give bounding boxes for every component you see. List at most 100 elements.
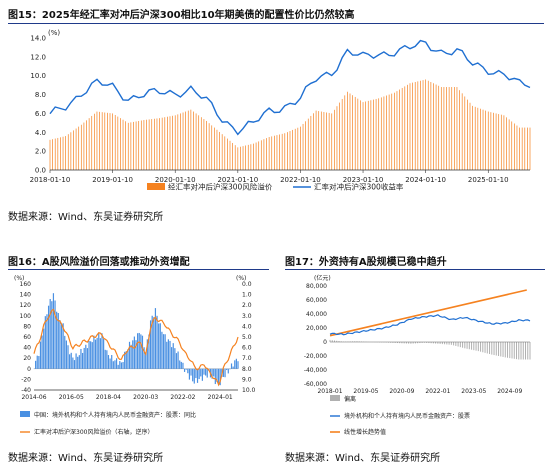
bar [72,357,74,369]
legend-label-line: 汇率对冲后沪深300收益率 [314,182,404,192]
x-tick-label: 2025-01-10 [468,176,509,184]
x-tick-label: 2019-05 [353,388,378,395]
bar [401,87,403,170]
bar [195,113,197,170]
bar [392,342,394,343]
bar [117,364,119,369]
bar [498,114,500,170]
bar [106,350,108,369]
bar [171,347,173,369]
bar [75,353,77,369]
bar [206,368,208,378]
bar [300,126,301,170]
bar [73,360,76,369]
bar [88,118,90,170]
bar [521,127,523,170]
bar [77,356,79,369]
bar [200,117,202,170]
bar [107,355,110,369]
bar [96,337,98,369]
legend-swatch-bars [20,411,30,417]
bar [446,342,448,345]
bar [464,342,466,349]
bar [219,368,221,386]
bar [235,358,237,369]
bar [83,347,85,369]
bar [401,342,403,344]
bar [511,342,513,359]
y-tick-label-right: 4.0 [242,323,252,330]
bar [455,342,457,346]
bar [124,351,126,369]
bar [60,137,61,170]
bar [140,334,142,369]
bar [240,146,241,170]
bar [104,349,106,369]
bar [114,115,116,170]
x-tick-label: 2023-05 [461,388,486,395]
bar [208,123,210,170]
y-tick-label: 0.0 [35,167,46,175]
bar [310,115,312,170]
bar [466,342,468,349]
bar [175,353,178,369]
bar [94,339,97,369]
bar [495,342,497,356]
y-tick-label-right: 7.0 [242,355,252,362]
bar [408,342,410,344]
bar [167,116,168,170]
bar [336,340,338,342]
y-tick-label-left: -20 [21,376,31,383]
bar [211,368,213,379]
bar [117,116,119,170]
bar [307,118,309,170]
bar [323,112,325,170]
bar [487,111,489,170]
bar [130,344,132,369]
bar [448,87,450,170]
y-tick-label-left: 80 [23,323,31,330]
bar [477,107,479,170]
bar [227,368,229,374]
bar [182,112,184,170]
bar [35,360,37,369]
bar [36,355,38,369]
bar [138,120,140,170]
y-tick-label: 10.0 [30,72,46,80]
bar [468,342,470,350]
bar [396,91,398,170]
bar [485,110,487,170]
bar [169,340,171,369]
bar [502,342,504,357]
bar [522,342,524,360]
bar [403,342,405,344]
bar [91,115,93,170]
bar-series-risk-premium [49,79,531,170]
bar [271,136,273,170]
bar [268,137,270,170]
bar [378,98,380,170]
bar [302,123,304,170]
bar [459,342,461,348]
bar [480,108,481,170]
bar [440,87,442,170]
x-tick-label: 2021-01-10 [217,176,258,184]
bar [234,145,236,170]
bar [263,139,265,170]
bar [185,368,187,370]
bar [399,89,400,170]
bar [80,124,82,170]
figure-15-title: 图15：2025年经汇率对冲后沪深300相比10年期美债的配置性价比仍然较高 [8,10,355,21]
bar [164,334,166,369]
bar [200,368,202,377]
bar [69,354,71,369]
bar [433,83,434,170]
bar [373,99,374,170]
bar [104,112,106,170]
bar [438,85,440,170]
unit-label: (%) [48,29,60,37]
bar [70,132,72,170]
bar [153,317,155,369]
bar [59,320,61,369]
bar [67,345,69,369]
